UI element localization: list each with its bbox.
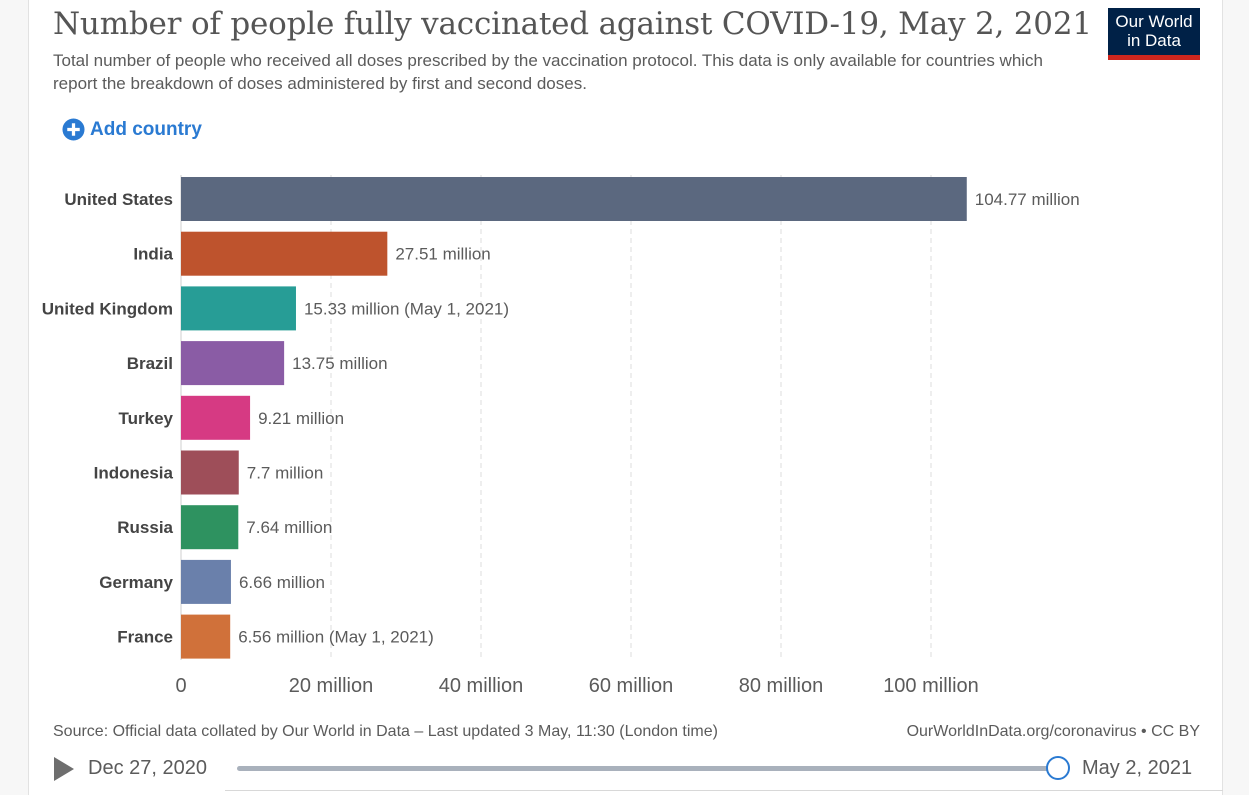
category-label: Indonesia (94, 464, 174, 483)
logo-line-1: Our World (1115, 12, 1193, 31)
value-label: 6.66 million (239, 573, 325, 592)
bottom-tab-bar (225, 790, 1223, 795)
source-url-link[interactable]: OurWorldInData.org/coronavirus • CC BY (906, 723, 1200, 740)
category-label: France (117, 628, 173, 647)
category-label: Germany (99, 573, 173, 592)
category-label: Russia (117, 518, 173, 537)
value-label: 7.64 million (246, 518, 332, 537)
timeline-slider-track[interactable] (237, 766, 1057, 771)
value-label: 6.56 million (May 1, 2021) (238, 628, 434, 647)
x-tick-label: 100 million (883, 675, 979, 697)
source-note: Source: Official data collated by Our Wo… (53, 723, 718, 740)
x-tick-label: 40 million (439, 675, 523, 697)
x-tick-label: 80 million (739, 675, 823, 697)
bar (181, 559, 231, 604)
x-tick-label: 0 (175, 675, 186, 697)
logo-line-2: in Data (1127, 31, 1181, 50)
chart-subtitle: Total number of people who received all … (53, 51, 1044, 93)
bar (181, 505, 239, 550)
play-icon[interactable] (54, 757, 74, 781)
timeline-start-date[interactable]: Dec 27, 2020 (88, 757, 207, 779)
chart-title: Number of people fully vaccinated agains… (53, 6, 1092, 42)
value-label: 13.75 million (292, 354, 387, 373)
timeline-slider-handle[interactable] (1046, 756, 1070, 780)
bar (181, 177, 967, 221)
category-label: India (133, 245, 173, 264)
value-label: 7.7 million (247, 464, 324, 483)
x-tick-label: 20 million (289, 675, 373, 697)
owid-logo[interactable]: Our World in Data (1108, 8, 1200, 60)
value-label: 15.33 million (May 1, 2021) (304, 299, 509, 318)
category-label: United Kingdom (42, 299, 173, 318)
category-label: United States (64, 190, 173, 209)
bar (181, 395, 251, 440)
value-label: 104.77 million (975, 190, 1080, 209)
value-label: 27.51 million (395, 245, 490, 264)
bar (181, 341, 285, 386)
bar (181, 231, 388, 276)
category-label: Brazil (127, 354, 173, 373)
bar (181, 614, 231, 659)
plus-circle-icon (62, 118, 85, 141)
bar (181, 286, 296, 331)
add-country-label: Add country (90, 118, 202, 140)
value-label: 9.21 million (258, 409, 344, 428)
add-country-button[interactable]: Add country (62, 118, 202, 141)
x-tick-label: 60 million (589, 675, 673, 697)
category-label: Turkey (119, 409, 174, 428)
timeline-end-date[interactable]: May 2, 2021 (1082, 757, 1193, 779)
bar (181, 450, 239, 495)
bar-chart: 0 20 million 40 million 60 million 80 millio… (42, 175, 1080, 697)
